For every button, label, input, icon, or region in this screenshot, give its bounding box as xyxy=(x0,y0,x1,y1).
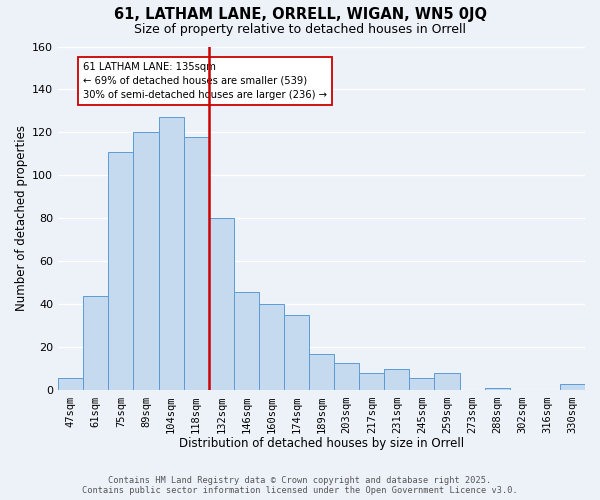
Bar xyxy=(133,132,158,390)
Bar xyxy=(560,384,585,390)
Bar xyxy=(485,388,510,390)
Bar xyxy=(184,137,209,390)
Bar xyxy=(259,304,284,390)
Text: Size of property relative to detached houses in Orrell: Size of property relative to detached ho… xyxy=(134,22,466,36)
Bar xyxy=(434,374,460,390)
Bar xyxy=(109,152,133,390)
Text: 61 LATHAM LANE: 135sqm
← 69% of detached houses are smaller (539)
30% of semi-de: 61 LATHAM LANE: 135sqm ← 69% of detached… xyxy=(83,62,327,100)
Text: 61, LATHAM LANE, ORRELL, WIGAN, WN5 0JQ: 61, LATHAM LANE, ORRELL, WIGAN, WN5 0JQ xyxy=(113,8,487,22)
Bar xyxy=(83,296,109,390)
Bar xyxy=(58,378,83,390)
Bar xyxy=(309,354,334,391)
Bar xyxy=(209,218,234,390)
Bar xyxy=(234,292,259,390)
X-axis label: Distribution of detached houses by size in Orrell: Distribution of detached houses by size … xyxy=(179,437,464,450)
Bar xyxy=(359,374,384,390)
Bar xyxy=(409,378,434,390)
Bar xyxy=(158,118,184,390)
Text: Contains HM Land Registry data © Crown copyright and database right 2025.
Contai: Contains HM Land Registry data © Crown c… xyxy=(82,476,518,495)
Y-axis label: Number of detached properties: Number of detached properties xyxy=(15,126,28,312)
Bar xyxy=(334,362,359,390)
Bar xyxy=(384,369,409,390)
Bar xyxy=(284,315,309,390)
